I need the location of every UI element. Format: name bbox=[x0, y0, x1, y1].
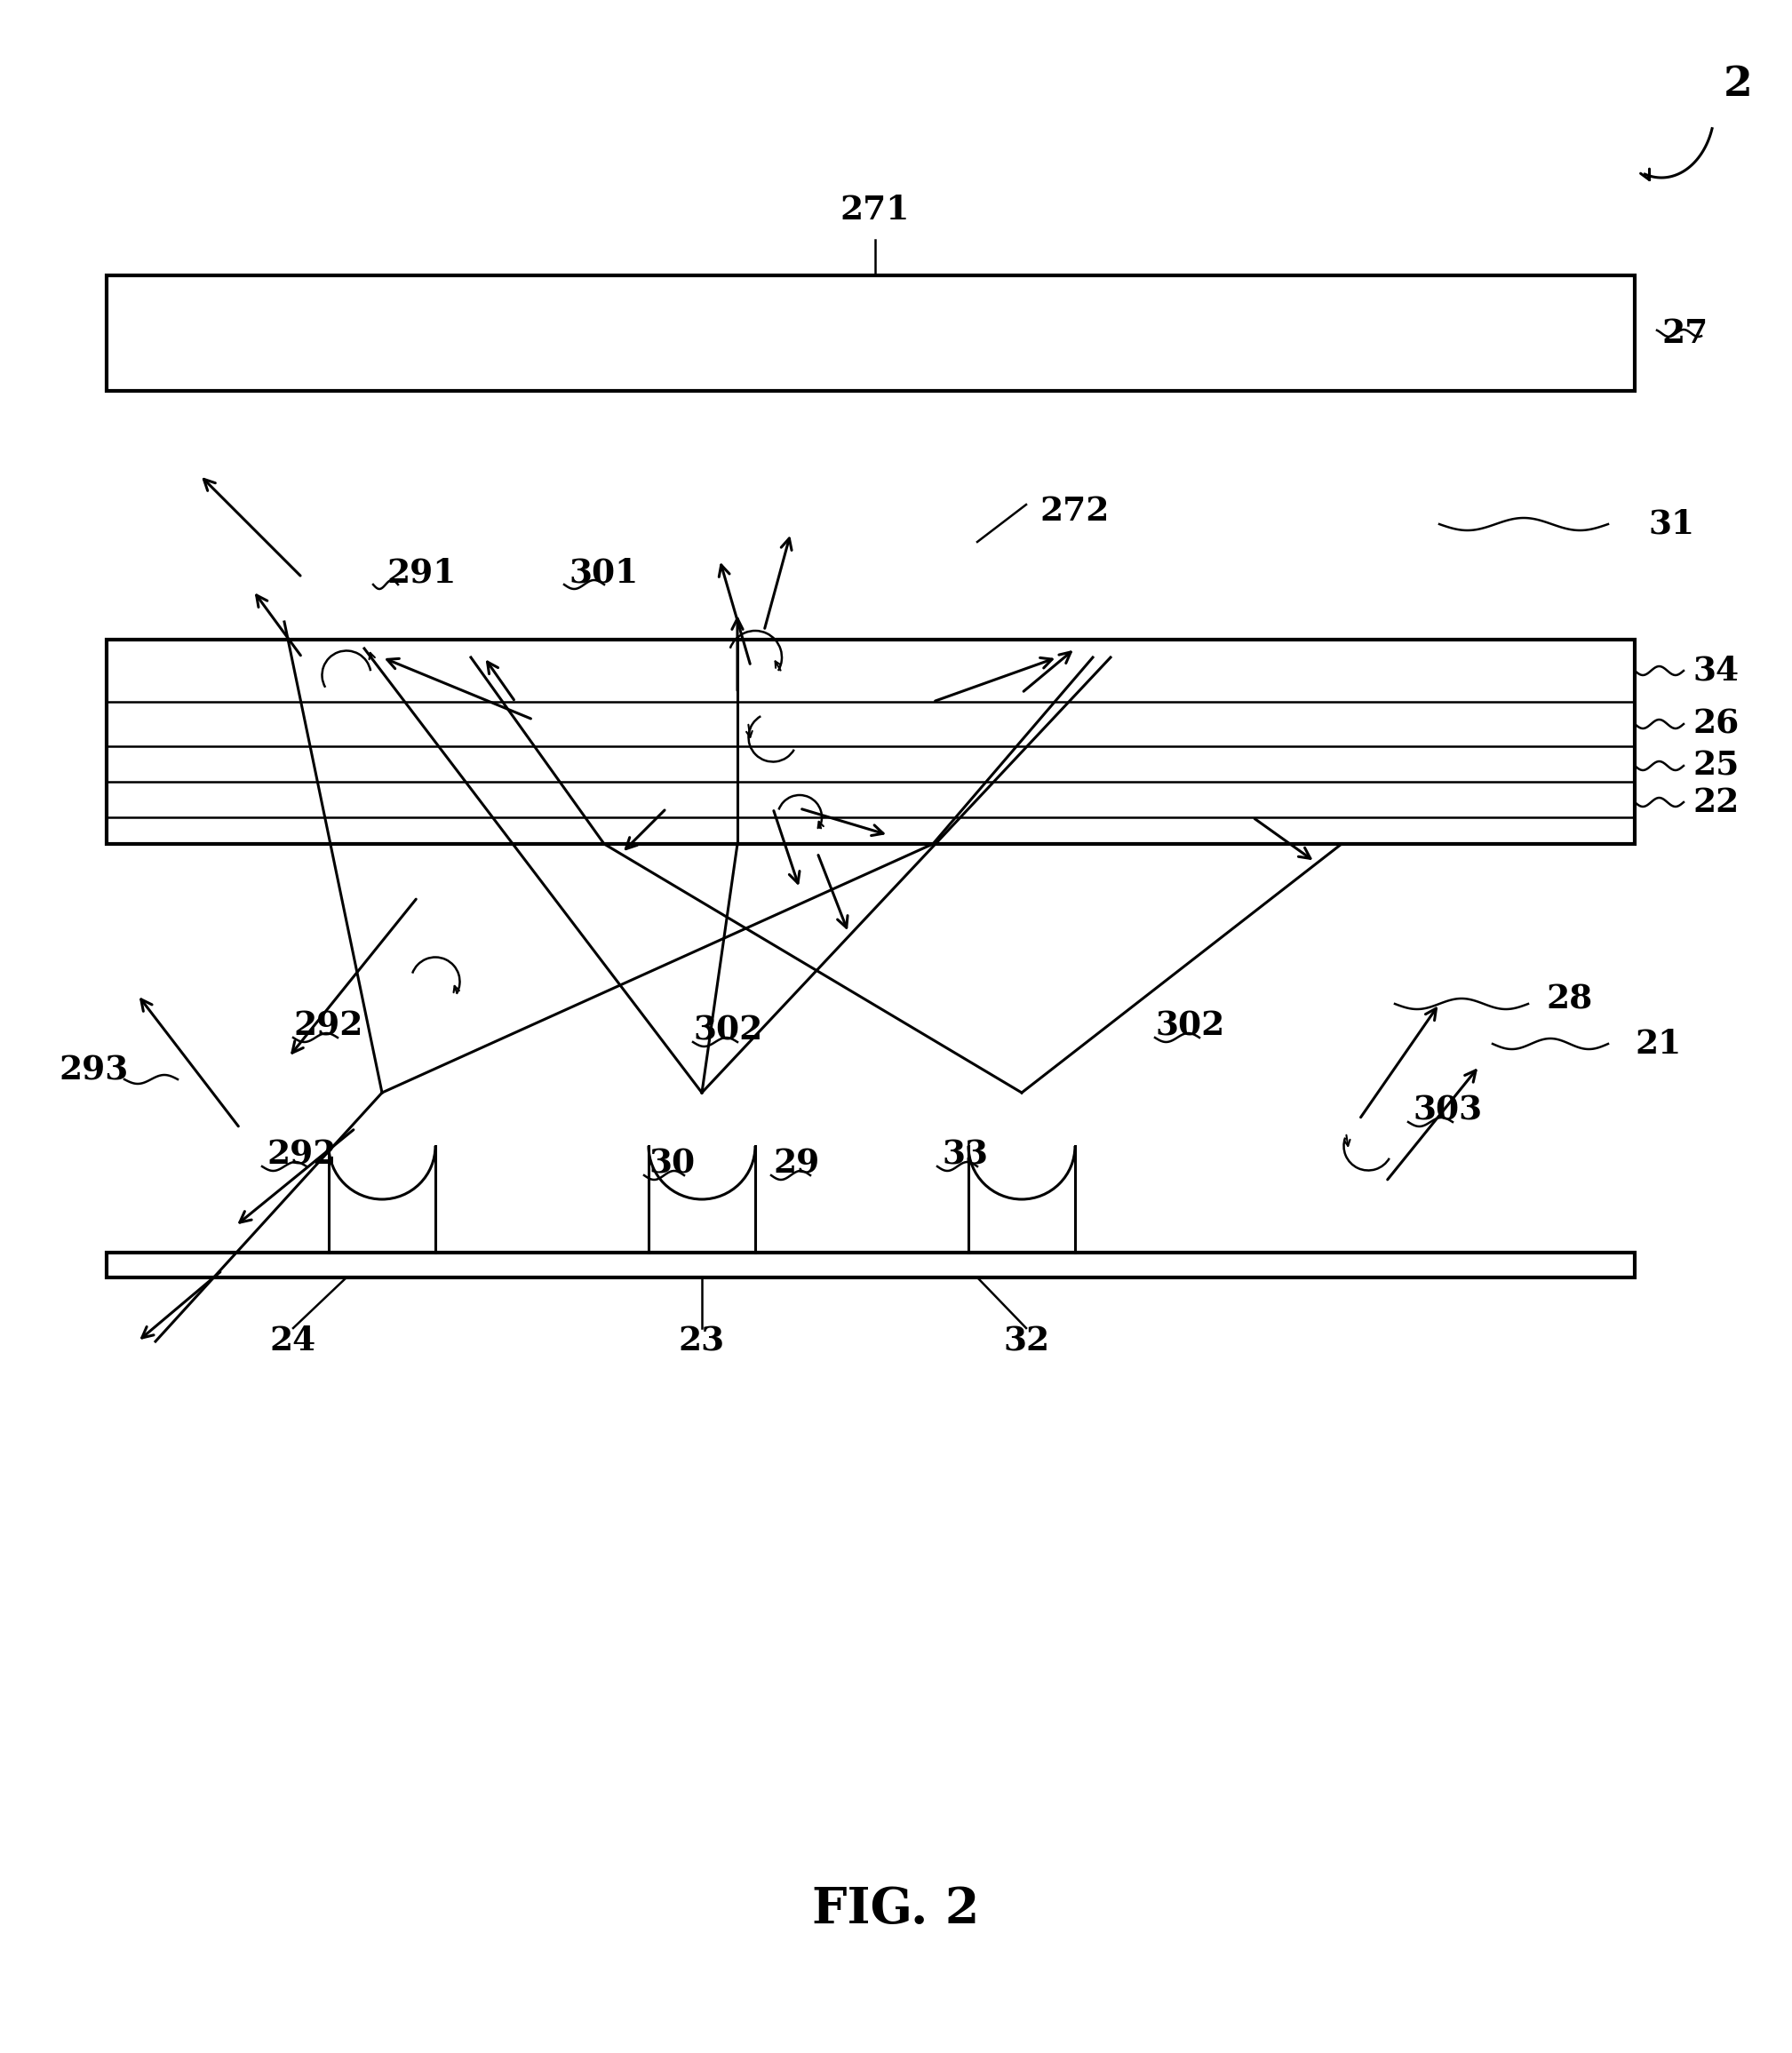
Text: 26: 26 bbox=[1692, 708, 1738, 741]
Bar bbox=[106, 641, 1634, 844]
Text: 33: 33 bbox=[943, 1139, 987, 1172]
Text: 23: 23 bbox=[679, 1324, 726, 1357]
Text: 302: 302 bbox=[694, 1014, 763, 1047]
Text: 28: 28 bbox=[1546, 983, 1593, 1016]
Text: 30: 30 bbox=[649, 1148, 695, 1180]
Text: 29: 29 bbox=[772, 1148, 819, 1180]
Text: 293: 293 bbox=[59, 1053, 129, 1086]
Text: 32: 32 bbox=[1004, 1324, 1050, 1357]
Text: 25: 25 bbox=[1692, 749, 1738, 782]
Text: 22: 22 bbox=[1692, 786, 1738, 819]
Text: 272: 272 bbox=[1039, 495, 1109, 528]
Text: 292: 292 bbox=[294, 1010, 362, 1043]
Text: 303: 303 bbox=[1412, 1094, 1482, 1127]
Bar bbox=[106, 275, 1634, 390]
Text: 301: 301 bbox=[568, 556, 638, 589]
Text: 291: 291 bbox=[387, 556, 457, 589]
Text: 2: 2 bbox=[1724, 64, 1753, 105]
Text: 31: 31 bbox=[1649, 507, 1695, 540]
Bar bbox=[106, 1252, 1634, 1277]
Text: FIG. 2: FIG. 2 bbox=[812, 1885, 978, 1934]
Text: 302: 302 bbox=[1156, 1010, 1224, 1043]
Text: 24: 24 bbox=[271, 1324, 317, 1357]
Text: 271: 271 bbox=[840, 193, 910, 226]
Text: 27: 27 bbox=[1661, 316, 1708, 349]
Text: 292: 292 bbox=[267, 1139, 337, 1172]
Text: 21: 21 bbox=[1634, 1026, 1681, 1059]
Text: 34: 34 bbox=[1692, 655, 1738, 688]
